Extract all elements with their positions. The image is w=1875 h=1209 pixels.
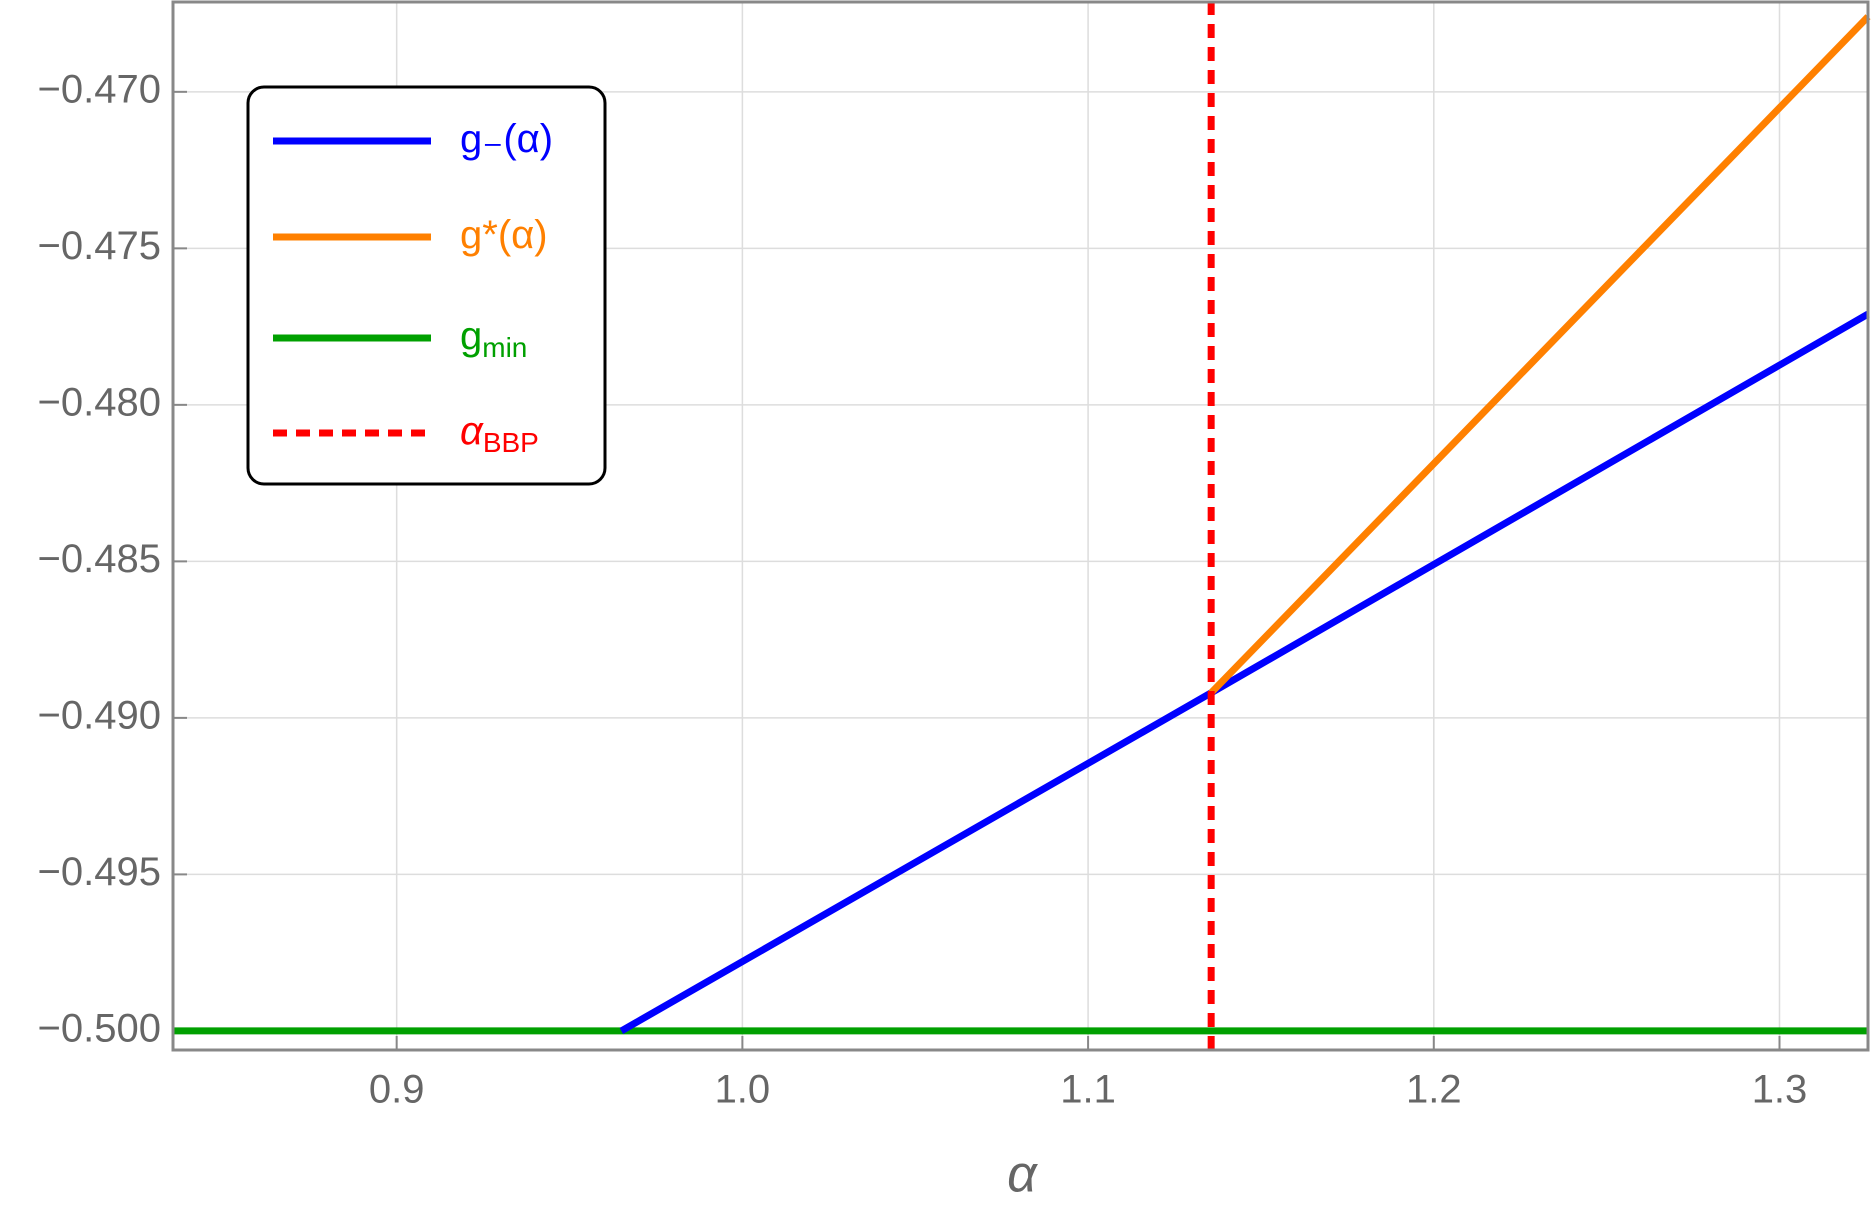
series-line: [619, 311, 1870, 1034]
y-tick-label: −0.495: [38, 850, 161, 894]
legend-sub: BBP: [483, 427, 539, 458]
y-tick-label: −0.485: [38, 537, 161, 581]
y-tick-label: −0.470: [38, 67, 161, 111]
legend-label: g*(α): [460, 213, 548, 257]
legend-sub: min: [482, 332, 527, 363]
legend-name: α: [460, 409, 484, 453]
x-axis-label: α: [1007, 1146, 1038, 1204]
plot-frame: [171, 0, 1870, 1052]
x-tick-label: 1.0: [715, 1068, 771, 1112]
x-tick-label: 0.9: [369, 1068, 425, 1112]
x-tick-label: 1.3: [1752, 1068, 1808, 1112]
y-tick-label: −0.475: [38, 224, 161, 268]
legend-name: g: [460, 314, 482, 358]
y-tick-label: −0.480: [38, 380, 161, 424]
legend-label: αBBP: [460, 409, 539, 459]
legend-box: [246, 85, 607, 486]
x-tick-label: 1.1: [1060, 1068, 1116, 1112]
y-tick-label: −0.490: [38, 693, 161, 737]
x-tick-label: 1.2: [1406, 1068, 1462, 1112]
series-line: [1208, 14, 1871, 696]
legend-name: g₋(α): [460, 117, 553, 161]
y-tick-label: −0.500: [38, 1006, 161, 1050]
legend-label: gmin: [460, 314, 527, 364]
legend-label: g₋(α): [460, 117, 553, 161]
legend-name: g*(α): [460, 213, 548, 257]
